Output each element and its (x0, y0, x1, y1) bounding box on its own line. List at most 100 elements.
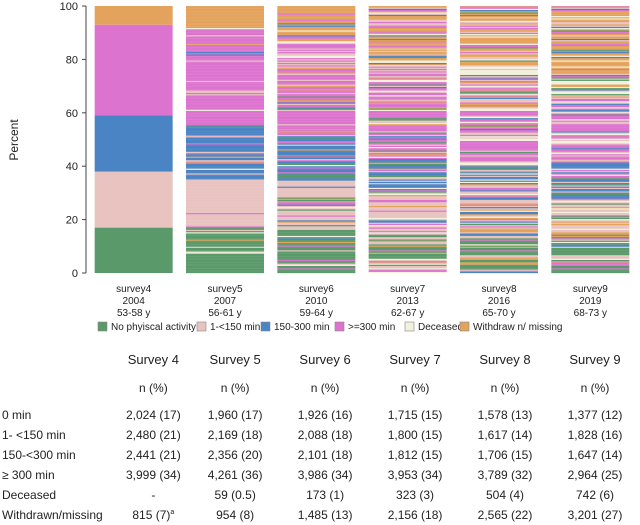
bar-strand (369, 223, 447, 224)
bar-strand (551, 141, 629, 142)
bar-strand (186, 221, 264, 222)
bar-strand (460, 18, 538, 19)
bar-strand (277, 131, 355, 132)
bar-strand (277, 217, 355, 218)
bar-strand (369, 92, 447, 93)
bar-strand (277, 219, 355, 220)
bar-strand (186, 136, 264, 137)
bar-strand (460, 124, 538, 125)
bar-strand (551, 58, 629, 59)
bar-strand (460, 189, 538, 190)
bar-strand (460, 213, 538, 214)
bar-strand (369, 87, 447, 88)
bar-strand (277, 171, 355, 172)
row-label: 0 min (0, 405, 117, 425)
bar-strand (277, 123, 355, 124)
bar-strand (551, 212, 629, 213)
bar-strand (277, 164, 355, 165)
bar-strand (369, 62, 447, 63)
bar-strand (369, 218, 447, 219)
bar-strand (186, 77, 264, 78)
bar-strand (460, 10, 538, 11)
bar-strand (551, 59, 629, 60)
bar-strand (277, 160, 355, 161)
bar-strand (186, 58, 264, 59)
bar-strand (277, 84, 355, 85)
bar-strand (369, 35, 447, 36)
bar-strand (369, 95, 447, 96)
bar-strand (186, 36, 264, 37)
bar-strand (369, 105, 447, 106)
bar-strand (186, 209, 264, 210)
bar-strand (369, 33, 447, 34)
bar-strand (277, 110, 355, 111)
bar-strand (369, 206, 447, 207)
bar-strand (277, 220, 355, 221)
bar-strand (369, 40, 447, 41)
bar-strand (277, 102, 355, 103)
bar-strand (277, 113, 355, 114)
bar-strand (277, 223, 355, 224)
bar-strand (369, 185, 447, 186)
y-tick-label: 40 (66, 161, 78, 173)
bar-strand (369, 182, 447, 183)
bar-strand (277, 259, 355, 260)
bar-strand (460, 54, 538, 55)
bar-strand (551, 126, 629, 127)
bar-strand (551, 199, 629, 200)
bar-strand (277, 125, 355, 126)
bar-strand (460, 36, 538, 37)
bar-strand (369, 117, 447, 118)
bar-strand (369, 36, 447, 37)
bar-strand (551, 167, 629, 168)
bar-strand (277, 271, 355, 272)
bar-strand (186, 65, 264, 66)
bar-strand (551, 69, 629, 70)
bar-strand (186, 176, 264, 177)
bar-strand (277, 156, 355, 157)
bar-strand (277, 98, 355, 99)
bar-strand (369, 259, 447, 260)
bar-strand (277, 130, 355, 131)
bar-strand (186, 205, 264, 206)
bar-strand (369, 233, 447, 234)
bar-strand (369, 250, 447, 251)
bar-strand (186, 19, 264, 20)
bar-strand (277, 93, 355, 94)
bar-strand (460, 225, 538, 226)
bar-strand (369, 229, 447, 230)
bar-strand (369, 135, 447, 136)
bar-strand (277, 205, 355, 206)
bar-strand (460, 250, 538, 251)
bar-strand (460, 52, 538, 53)
bar-strand (369, 231, 447, 232)
bar-strand (551, 44, 629, 45)
bar-strand (186, 155, 264, 156)
bar-strand (186, 192, 264, 193)
bar-strand (551, 114, 629, 115)
bar-strand (460, 247, 538, 248)
bar-strand (460, 80, 538, 81)
bar-strand (369, 101, 447, 102)
bar-strand (186, 173, 264, 174)
bar-strand (186, 186, 264, 187)
bar-strand (277, 28, 355, 29)
bar-strand (369, 266, 447, 267)
bar-strand (277, 176, 355, 177)
bar-strand (551, 165, 629, 166)
bar-strand (277, 13, 355, 14)
bar-strand (186, 261, 264, 262)
bar-strand (460, 249, 538, 250)
bar-strand (277, 269, 355, 270)
bar-strand (186, 92, 264, 93)
y-tick-label: 0 (72, 268, 78, 280)
bar-strand (551, 266, 629, 267)
bar-strand (277, 255, 355, 256)
bar-strand (277, 21, 355, 22)
bar-strand (551, 156, 629, 157)
bar-strand (460, 131, 538, 132)
bar-strand (186, 40, 264, 41)
bar-strand (277, 272, 355, 273)
bar-strand (551, 48, 629, 49)
bar-strand (460, 122, 538, 123)
